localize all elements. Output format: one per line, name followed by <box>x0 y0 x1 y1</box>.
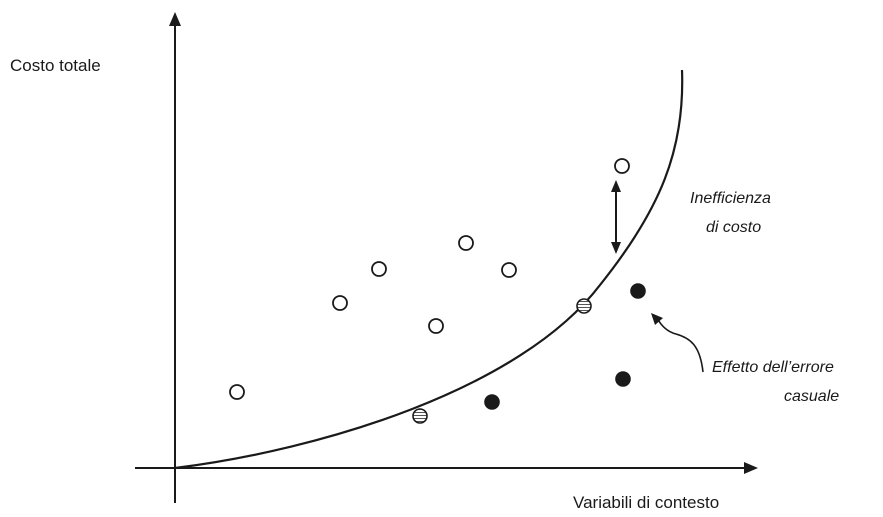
inefficiency-label-line1: Inefficienza <box>690 190 771 207</box>
observation-hollow-point <box>428 318 444 334</box>
x-axis-label: Variabili di contesto <box>573 493 719 512</box>
observation-filled-point <box>615 371 631 387</box>
observation-filled-point <box>630 283 646 299</box>
random-error-label-line1: Effetto dell’errore <box>712 359 834 376</box>
cost-frontier-curve <box>174 69 684 470</box>
inefficiency-arrow-top-icon <box>611 180 621 192</box>
random-error-label-line2: casuale <box>784 388 839 405</box>
observation-hollow-point <box>371 261 387 277</box>
observation-hollow-point <box>229 384 245 400</box>
observation-hatched-point <box>412 408 428 424</box>
observations-above-frontier <box>229 158 630 400</box>
inefficiency-label-line2: di costo <box>706 219 761 236</box>
observations-on-frontier <box>412 298 592 424</box>
observation-hollow-point <box>614 158 630 174</box>
observation-hollow-point <box>501 262 517 278</box>
inefficiency-arrow-bottom-icon <box>611 242 621 254</box>
observations-below-frontier <box>484 283 646 410</box>
observation-hatched-point <box>576 298 592 314</box>
observation-hollow-point <box>458 235 474 251</box>
observation-hollow-point <box>332 295 348 311</box>
x-axis-arrow-icon <box>744 462 758 474</box>
observation-filled-point <box>484 394 500 410</box>
y-axis-label: Costo totale <box>10 56 101 75</box>
random-error-curved-arrow <box>656 317 704 373</box>
y-axis-arrow-icon <box>169 12 181 26</box>
random-error-arrow-head-icon <box>651 313 663 325</box>
